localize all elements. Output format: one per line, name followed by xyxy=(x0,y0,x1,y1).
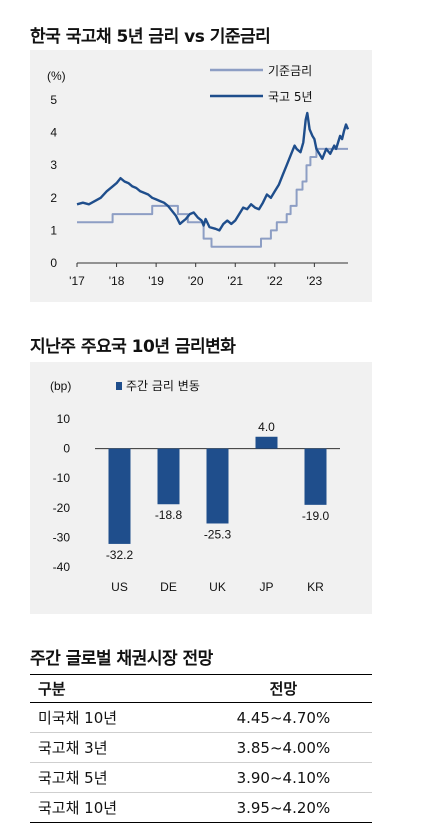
data-label: -19.0 xyxy=(302,509,330,523)
series-line-ktb-5y xyxy=(76,111,350,232)
x-tick-label: '23 xyxy=(307,274,323,288)
row-label: 국고채 5년 xyxy=(30,762,195,793)
y-tick-label: 2 xyxy=(50,191,57,205)
x-tick-label: '18 xyxy=(109,274,125,288)
y-tick-label: 0 xyxy=(50,256,57,270)
y-tick-label: 5 xyxy=(50,93,57,107)
table-row: 미국채 10년 4.45~4.70% xyxy=(30,702,372,733)
bar-us xyxy=(108,448,131,544)
bar-chart-title: 지난주 주요국 10년 금리변화 xyxy=(30,337,236,357)
x-tick-label: US xyxy=(111,580,128,594)
y-tick-label: -20 xyxy=(53,501,71,515)
bar-chart: (bp) 주간 금리 변동 10 0 -10 -20 -30 -40 -32.2 US -18.8 D… xyxy=(50,379,340,594)
x-tick-label: DE xyxy=(160,580,177,594)
x-tick-label: '21 xyxy=(227,274,243,288)
bar-uk xyxy=(206,448,229,524)
column-header-category: 구분 xyxy=(30,674,195,703)
x-tick-label: UK xyxy=(209,580,226,594)
table-row: 국고채 3년 3.85~4.00% xyxy=(30,732,372,763)
data-label: -18.8 xyxy=(155,508,183,522)
y-tick-label: 10 xyxy=(57,412,71,426)
row-label: 국고채 10년 xyxy=(30,792,195,823)
y-tick-label: 1 xyxy=(50,223,57,237)
legend-label: 기준금리 xyxy=(268,64,312,78)
table-row: 국고채 10년 3.95~4.20% xyxy=(30,792,372,823)
x-tick-label: JP xyxy=(259,580,273,594)
data-label: -32.2 xyxy=(106,548,134,562)
bar-kr xyxy=(304,448,327,505)
x-tick-label: '19 xyxy=(148,274,164,288)
outlook-table: 구분 전망 미국채 10년 4.45~4.70% 국고채 3년 3.85~4.0… xyxy=(30,674,372,823)
bar-de xyxy=(157,448,180,505)
table-header-row: 구분 전망 xyxy=(30,674,372,703)
row-label: 국고채 3년 xyxy=(30,732,195,763)
legend-label: 국고 5년 xyxy=(268,90,313,104)
x-tick-label: '20 xyxy=(188,274,204,288)
series-line-base-rate xyxy=(77,147,348,248)
y-tick-label: -30 xyxy=(53,530,71,544)
outlook-table-title: 주간 글로벌 채권시장 전망 xyxy=(30,649,213,669)
data-label: -25.3 xyxy=(204,527,232,541)
y-tick-label: -10 xyxy=(53,471,71,485)
row-label: 미국채 10년 xyxy=(30,702,195,733)
row-outlook: 3.90~4.10% xyxy=(194,762,372,793)
data-label: 4.0 xyxy=(258,420,275,434)
y-tick-label: -40 xyxy=(53,560,71,574)
bar-chart-panel: (bp) 주간 금리 변동 10 0 -10 -20 -30 -40 -32.2 US -18.8 D… xyxy=(30,362,372,614)
x-tick-label: '17 xyxy=(69,274,85,288)
x-tick-label: '22 xyxy=(267,274,283,288)
y-axis-unit: (bp) xyxy=(50,379,71,393)
bar-jp xyxy=(255,436,278,449)
y-axis-unit: (%) xyxy=(47,69,66,83)
line-chart-title: 한국 국고채 5년 금리 vs 기준금리 xyxy=(30,27,271,47)
y-tick-label: 4 xyxy=(50,126,57,140)
x-tick-label: KR xyxy=(307,580,324,594)
legend-swatch xyxy=(116,382,122,390)
y-tick-label: 0 xyxy=(63,442,70,456)
row-outlook: 4.45~4.70% xyxy=(194,702,372,733)
row-outlook: 3.85~4.00% xyxy=(194,732,372,763)
legend-label: 주간 금리 변동 xyxy=(126,379,200,393)
y-tick-label: 3 xyxy=(50,158,57,172)
row-outlook: 3.95~4.20% xyxy=(194,792,372,823)
table-row: 국고채 5년 3.90~4.10% xyxy=(30,762,372,793)
column-header-outlook: 전망 xyxy=(194,674,372,703)
